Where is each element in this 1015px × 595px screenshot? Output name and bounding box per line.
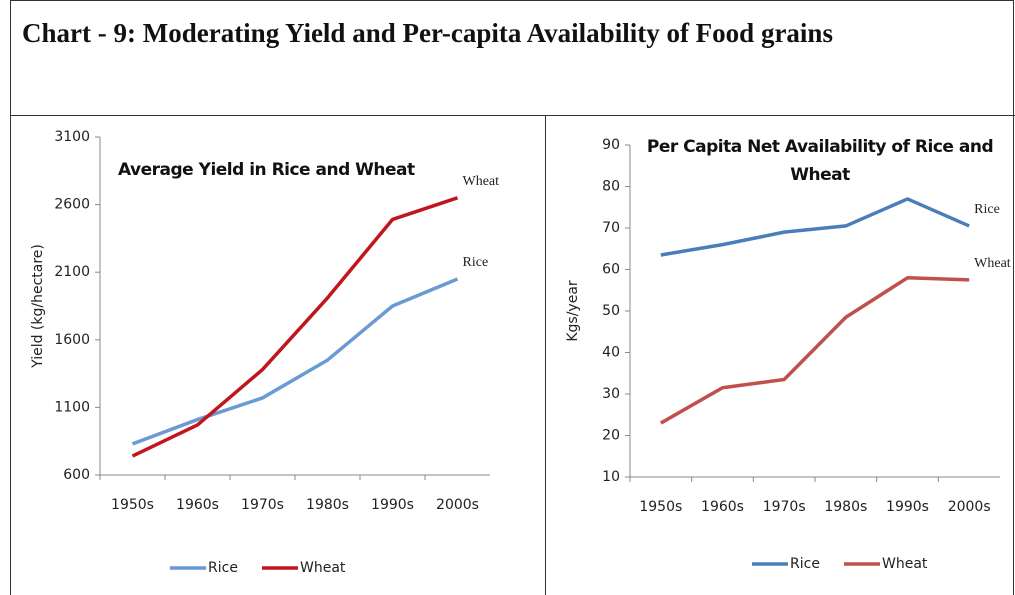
data-line [660, 197, 970, 257]
x-tick-label: 2000s [948, 499, 991, 515]
line-label: Rice [463, 255, 489, 270]
x-tick-label: 1980s [306, 497, 349, 513]
x-tick-label: 2000s [436, 497, 479, 513]
x-tick-label: 1990s [371, 497, 414, 513]
frame [10, 0, 1014, 595]
y-tick-label: 3100 [54, 129, 90, 145]
y-tick-label: 90 [602, 137, 620, 153]
x-tick-label: 1950s [111, 497, 154, 513]
x-tick-label: 1970s [763, 499, 806, 515]
y-tick-label: 30 [602, 386, 620, 402]
x-tick-label: 1980s [824, 499, 867, 515]
chart-title: Per Capita Net Availability of Rice and … [646, 137, 994, 185]
data-line [131, 196, 459, 458]
y-axis-label: Kgs/year [565, 280, 581, 342]
y-tick-label: 2100 [54, 264, 90, 280]
x-tick-label: 1970s [241, 497, 284, 513]
data-line [659, 276, 970, 425]
y-tick-label: 20 [602, 428, 620, 444]
line-label: Wheat [463, 174, 500, 189]
y-tick-label: 1100 [54, 399, 90, 415]
y-tick-label: 10 [602, 469, 620, 485]
legend-label: Wheat [882, 556, 928, 572]
y-tick-label: 60 [602, 262, 620, 278]
x-tick-label: 1990s [886, 499, 929, 515]
y-tick-label: 70 [602, 220, 620, 236]
data-line [131, 277, 459, 446]
y-tick-label: 600 [63, 467, 90, 483]
legend-label: Rice [790, 556, 820, 572]
y-axis-label: Yield (kg/hectare) [30, 244, 46, 369]
x-tick-label: 1950s [639, 499, 682, 515]
legend-label: Rice [208, 560, 238, 576]
x-tick-label: 1960s [701, 499, 744, 515]
page-title: Chart - 9: Moderating Yield and Per-capi… [22, 18, 833, 48]
legend-label: Wheat [300, 560, 346, 576]
line-label: Wheat [974, 256, 1011, 271]
y-tick-label: 2600 [54, 197, 90, 213]
y-tick-label: 50 [602, 303, 620, 319]
y-tick-label: 1600 [54, 332, 90, 348]
x-tick-label: 1960s [176, 497, 219, 513]
chart-title: Average Yield in Rice and Wheat [118, 160, 415, 180]
y-tick-label: 40 [602, 345, 620, 361]
line-label: Rice [974, 202, 1000, 217]
y-tick-label: 80 [602, 179, 620, 195]
